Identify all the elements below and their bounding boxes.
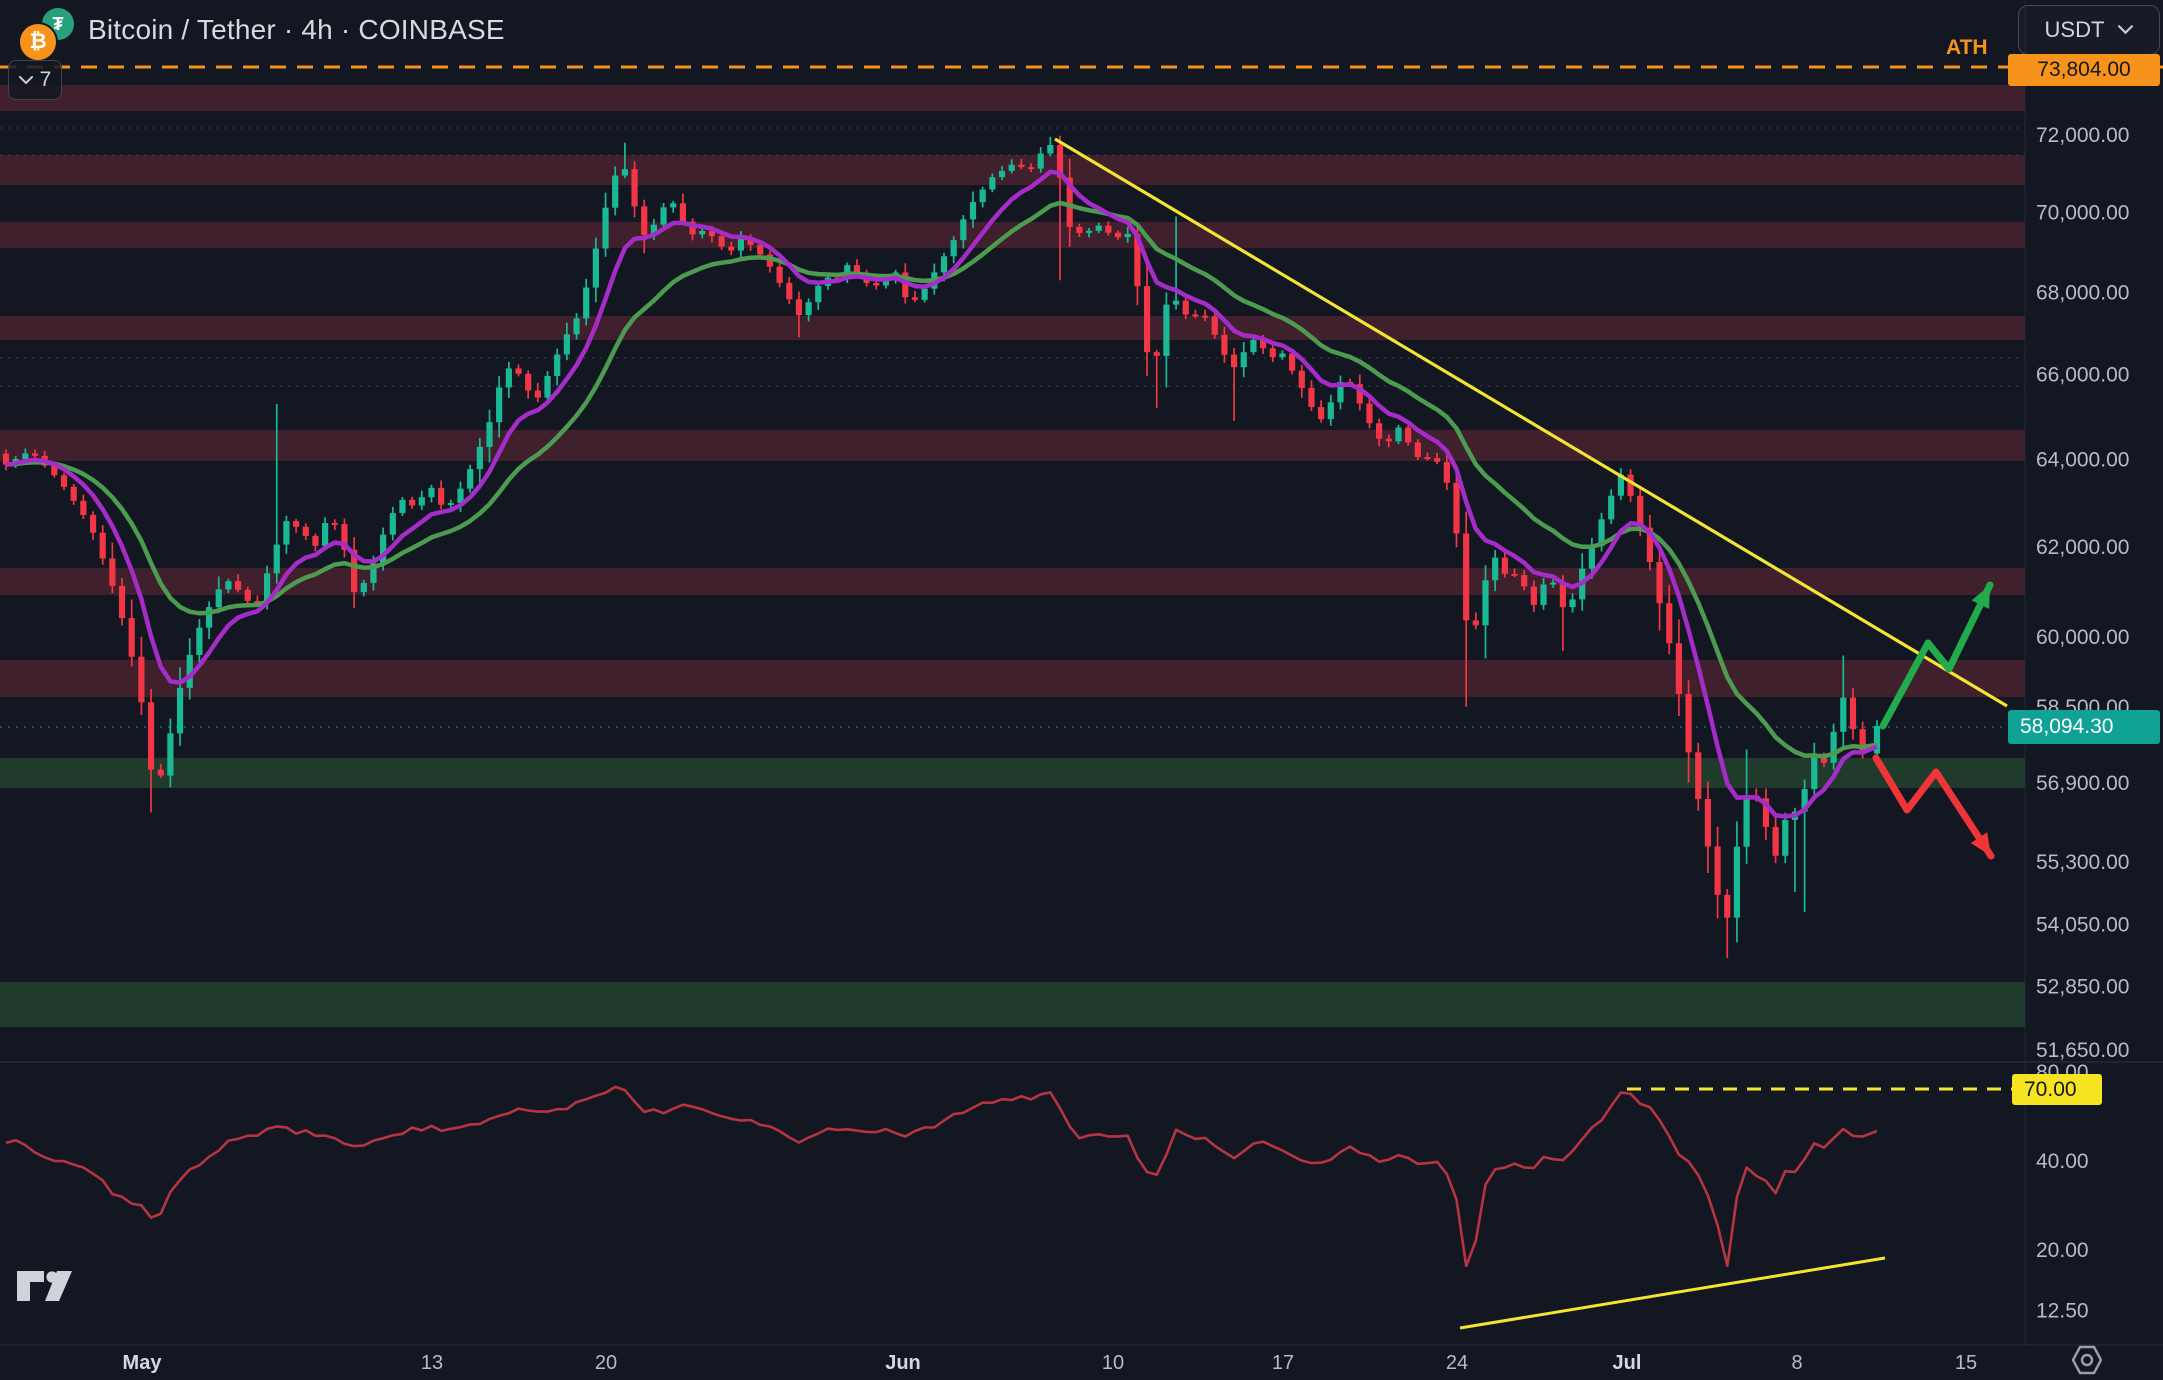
rsi-support-trendline xyxy=(1459,1256,1886,1330)
bitcoin-icon: ₿ xyxy=(18,22,58,62)
svg-text:52,850.00: 52,850.00 xyxy=(2036,976,2129,999)
indicator-count: 7 xyxy=(39,68,52,91)
svg-text:40.00: 40.00 xyxy=(2036,1150,2089,1173)
svg-text:62,000.00: 62,000.00 xyxy=(2036,536,2129,559)
svg-text:68,000.00: 68,000.00 xyxy=(2036,281,2129,304)
svg-text:51,650.00: 51,650.00 xyxy=(2036,1039,2129,1062)
svg-text:66,000.00: 66,000.00 xyxy=(2036,364,2129,387)
svg-text:56,900.00: 56,900.00 xyxy=(2036,772,2129,795)
settings-gear-icon[interactable] xyxy=(2070,1344,2104,1376)
tradingview-logo[interactable] xyxy=(16,1270,78,1304)
svg-text:13: 13 xyxy=(421,1352,443,1374)
ath-label: ATH xyxy=(1946,36,1988,59)
symbol-logo: ₮ ₿ xyxy=(14,8,78,66)
bullish-arrow xyxy=(1879,581,1994,730)
svg-text:72,000.00: 72,000.00 xyxy=(2036,124,2129,147)
svg-text:Jul: Jul xyxy=(1613,1352,1642,1374)
svg-text:8: 8 xyxy=(1791,1352,1802,1374)
pane-separators xyxy=(0,0,2163,1346)
svg-text:17: 17 xyxy=(1272,1352,1294,1374)
descending-trendline xyxy=(1054,137,2008,708)
svg-text:20.00: 20.00 xyxy=(2036,1239,2089,1262)
svg-text:70,000.00: 70,000.00 xyxy=(2036,202,2129,225)
bearish-arrow xyxy=(1872,754,1995,860)
supply-demand-zones xyxy=(0,85,2025,1027)
currency-label: USDT xyxy=(2044,17,2105,42)
last-price-badge: 58,094.30 xyxy=(2008,710,2160,744)
svg-text:Jun: Jun xyxy=(885,1352,921,1374)
svg-text:24: 24 xyxy=(1446,1352,1468,1374)
currency-selector[interactable]: USDT xyxy=(2018,5,2160,55)
svg-text:60,000.00: 60,000.00 xyxy=(2036,626,2129,649)
svg-text:20: 20 xyxy=(595,1352,617,1374)
ath-price-badge: 73,804.00 xyxy=(2008,54,2160,86)
svg-text:55,300.00: 55,300.00 xyxy=(2036,851,2129,874)
svg-text:64,000.00: 64,000.00 xyxy=(2036,448,2129,471)
chevron-down-icon xyxy=(2118,25,2134,35)
svg-text:12.50: 12.50 xyxy=(2036,1300,2089,1323)
svg-text:10: 10 xyxy=(1102,1352,1124,1374)
time-axis-labels: May 13 20 Jun 10 17 24 Jul 8 15 xyxy=(123,1352,1978,1374)
chevron-down-icon xyxy=(18,75,33,84)
price-axis-labels: 72,000.00 70,000.00 68,000.00 66,000.00 64,0… xyxy=(2036,124,2129,1062)
svg-text:54,050.00: 54,050.00 xyxy=(2036,914,2129,937)
rsi-line xyxy=(5,1085,1878,1268)
ma-fast-line xyxy=(5,169,1878,819)
chart-title: Bitcoin / Tether · 4h · COINBASE xyxy=(88,14,505,45)
svg-text:15: 15 xyxy=(1955,1352,1977,1374)
rsi-overbought-badge: 70.00 xyxy=(2012,1074,2102,1105)
indicators-collapse-button[interactable]: 7 xyxy=(8,60,62,100)
svg-text:May: May xyxy=(123,1352,163,1374)
rsi-pane xyxy=(5,1085,2015,1330)
